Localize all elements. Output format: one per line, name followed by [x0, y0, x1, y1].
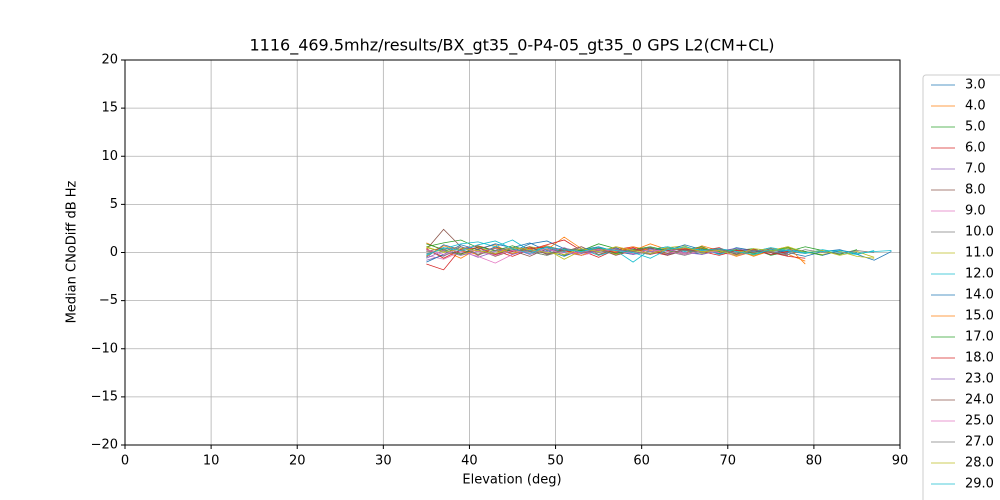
y-tick-label: −5 — [99, 293, 118, 308]
x-tick-label: 20 — [289, 454, 306, 469]
legend-label: 24.0 — [965, 393, 994, 408]
legend-label: 6.0 — [965, 141, 986, 156]
legend-label: 28.0 — [965, 456, 994, 471]
series-line — [426, 248, 720, 256]
legend-label: 5.0 — [965, 120, 986, 135]
x-tick-label: 80 — [806, 454, 823, 469]
legend-label: 12.0 — [965, 267, 994, 282]
legend-label: 29.0 — [965, 477, 994, 492]
y-tick-label: 20 — [101, 53, 118, 68]
chart-title: 1116_469.5mhz/results/BX_gt35_0-P4-05_gt… — [249, 36, 774, 56]
series-line — [426, 246, 875, 256]
plot-frame — [124, 59, 901, 446]
y-tick-label: −10 — [91, 341, 118, 356]
x-tick-label: 0 — [121, 454, 129, 469]
x-tick-label: 50 — [547, 454, 564, 469]
y-tick-label: −20 — [91, 438, 118, 453]
series-line — [426, 240, 892, 259]
legend-label: 14.0 — [965, 288, 994, 303]
y-tick-label: 5 — [110, 197, 118, 212]
legend-label: 15.0 — [965, 309, 994, 324]
legend-label: 4.0 — [965, 99, 986, 114]
y-tick-label: 15 — [101, 101, 118, 116]
y-tick-label: 10 — [101, 149, 118, 164]
legend-label: 25.0 — [965, 414, 994, 429]
x-tick-label: 10 — [203, 454, 220, 469]
legend-label: 9.0 — [965, 204, 986, 219]
legend-label: 3.0 — [965, 78, 986, 93]
x-tick-label: 30 — [375, 454, 392, 469]
y-tick-label: 0 — [110, 245, 118, 260]
legend-label: 27.0 — [965, 435, 994, 450]
legend-label: 8.0 — [965, 183, 986, 198]
legend-label: 7.0 — [965, 162, 986, 177]
y-tick-label: −15 — [91, 389, 118, 404]
series-line — [426, 246, 875, 258]
series-line — [426, 239, 806, 271]
legend-label: 10.0 — [965, 225, 994, 240]
legend-label: 11.0 — [965, 246, 994, 261]
legend-label: 18.0 — [965, 351, 994, 366]
x-tick-label: 40 — [461, 454, 478, 469]
x-tick-label: 60 — [633, 454, 650, 469]
y-axis-label: Median CNoDiff dB Hz — [65, 180, 80, 323]
x-tick-label: 90 — [892, 454, 909, 469]
legend-label: 23.0 — [965, 372, 994, 387]
legend-label: 17.0 — [965, 330, 994, 345]
x-tick-label: 70 — [720, 454, 737, 469]
x-axis-label: Elevation (deg) — [462, 473, 561, 488]
legend-frame — [922, 74, 1000, 500]
